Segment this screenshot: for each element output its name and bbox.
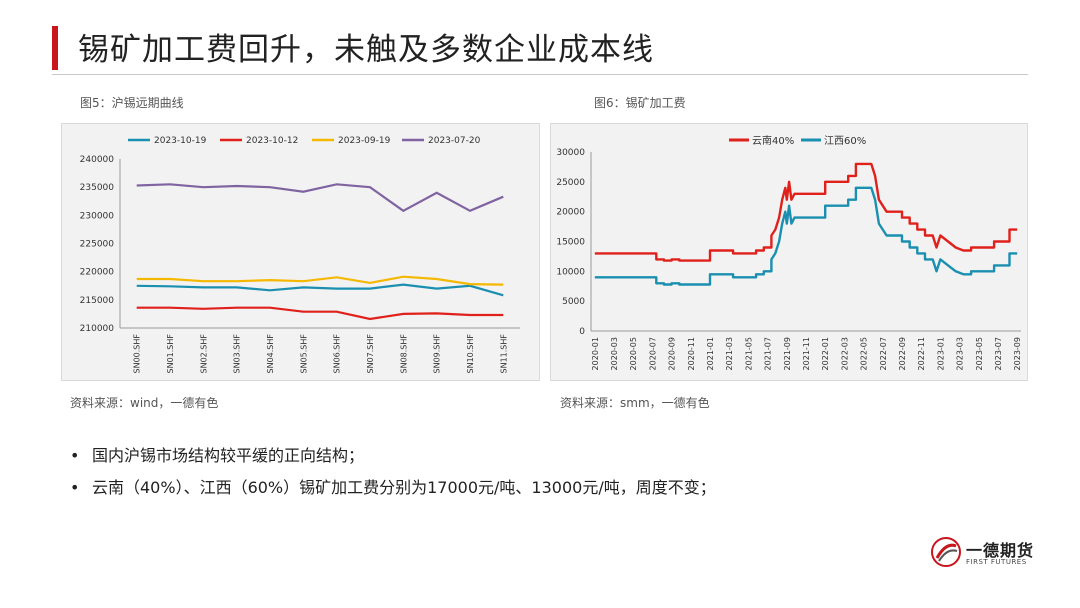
sn-forward-curve-svg: 210000 215000 220000 225000 230000 235000 2400… [80, 136, 520, 374]
series-line-2023-10-19 [136, 283, 504, 297]
x-tick-label: SN07.SHF [366, 334, 375, 374]
x-tick-label: 2023-07 [994, 337, 1003, 370]
x-tick-label: 2022-01 [821, 337, 830, 370]
bullet-text: 云南（40%）、江西（60%）锡矿加工费分别为17000元/吨、13000元/吨… [92, 478, 716, 497]
series-line-2023-07-20 [136, 183, 504, 213]
y-tick-label: 230000 [80, 211, 115, 221]
x-tick-label: 2021-03 [725, 337, 734, 370]
page-title: 锡矿加工费回升，未触及多数企业成本线 [78, 32, 654, 68]
y-tick-label: 20000 [556, 208, 585, 218]
legend-label-云南40%: 云南40% [752, 134, 794, 147]
tin-ore-processing-fee-chart: 0 5000 10000 15000 20000 25000 30000 2020-01 202… [550, 123, 1028, 381]
company-logo: 一德期货 FIRST FUTURES [930, 536, 1040, 570]
x-tick-label: 2021-01 [706, 337, 715, 370]
y-tick-label: 25000 [556, 178, 585, 188]
x-tick-label: 2022-11 [917, 337, 926, 370]
title-divider [52, 74, 1028, 75]
x-tick-label: 2020-03 [610, 337, 619, 370]
x-tick-label: SN03.SHF [233, 334, 242, 374]
x-tick-label: SN02.SHF [199, 334, 208, 374]
y-tick-label: 225000 [80, 240, 115, 250]
y-tick-label: 10000 [556, 267, 585, 277]
series-line-云南40% [594, 162, 1018, 262]
x-tick-label: SN10.SHF [466, 334, 475, 374]
y-tick-label: 0 [579, 327, 585, 337]
figure-6-source: 资料来源：smm，一德有色 [560, 396, 710, 410]
figure-5-source: 资料来源：wind，一德有色 [70, 396, 219, 410]
bullet-marker: • [70, 478, 80, 497]
y-tick-label: 30000 [556, 148, 585, 158]
logo-name: 一德期货 [966, 541, 1035, 560]
x-tick-label: 2021-05 [744, 337, 753, 370]
figure-5-caption: 图5：沪锡远期曲线 [80, 96, 184, 110]
x-tick-label: 2023-05 [975, 337, 984, 370]
bullet-item-2: • 云南（40%）、江西（60%）锡矿加工费分别为17000元/吨、13000元/… [70, 474, 716, 498]
x-tick-label: SN06.SHF [333, 334, 342, 374]
y-tick-label: 15000 [556, 238, 585, 248]
figure-6-caption: 图6：锡矿加工费 [594, 96, 686, 110]
logo-english-name: FIRST FUTURES [966, 558, 1027, 566]
x-tick-label: 2021-11 [802, 337, 811, 370]
x-tick-label: 2020-11 [687, 337, 696, 370]
x-tick-label: 2022-05 [860, 337, 869, 370]
x-tick-label: 2022-03 [840, 337, 849, 370]
y-tick-label: 235000 [80, 183, 115, 193]
legend-label-2023-07-20: 2023-07-20 [428, 136, 481, 146]
x-tick-label: 2020-05 [629, 337, 638, 370]
x-tick-label: 2021-07 [764, 337, 773, 370]
x-tick-label: SN01.SHF [166, 334, 175, 374]
legend-label-2023-09-19: 2023-09-19 [338, 136, 391, 146]
x-tick-label: 2020-07 [648, 337, 657, 370]
x-tick-label: SN11.SHF [499, 334, 508, 374]
bullet-marker: • [70, 446, 80, 465]
y-tick-label: 240000 [80, 155, 115, 165]
bullet-item-1: • 国内沪锡市场结构较平缓的正向结构； [70, 442, 364, 466]
x-tick-label: 2020-09 [668, 337, 677, 370]
x-tick-label: 2023-03 [956, 337, 965, 370]
series-line-2023-09-19 [136, 275, 504, 286]
series-line-2023-10-12 [136, 306, 504, 321]
x-tick-label: SN00.SHF [133, 334, 142, 374]
x-tick-label: SN08.SHF [399, 334, 408, 374]
series-line-江西60% [594, 186, 1018, 286]
x-tick-label: 2022-09 [898, 337, 907, 370]
x-tick-label: SN05.SHF [299, 334, 308, 374]
x-tick-label: 2020-01 [591, 337, 600, 370]
x-tick-label: 2023-01 [936, 337, 945, 370]
title-accent-bar [52, 26, 58, 70]
x-tick-label: 2021-09 [783, 337, 792, 370]
sn-forward-curve-chart: 210000 215000 220000 225000 230000 235000 2400… [61, 123, 540, 381]
legend-label-江西60%: 江西60% [824, 135, 866, 147]
logo-emblem-icon [931, 537, 961, 567]
x-tick-label: SN09.SHF [433, 334, 442, 374]
y-tick-label: 215000 [80, 296, 115, 306]
x-tick-label: 2023-09 [1013, 337, 1022, 370]
y-tick-label: 5000 [562, 297, 585, 307]
x-tick-label: 2022-07 [879, 337, 888, 370]
y-tick-label: 220000 [80, 268, 115, 278]
legend-label-2023-10-19: 2023-10-19 [154, 136, 207, 146]
legend-label-2023-10-12: 2023-10-12 [246, 136, 298, 146]
y-tick-label: 210000 [80, 324, 115, 334]
processing-fee-svg: 0 5000 10000 15000 20000 25000 30000 2020-01 202… [556, 134, 1022, 370]
bullet-text: 国内沪锡市场结构较平缓的正向结构； [92, 446, 365, 465]
x-tick-label: SN04.SHF [266, 334, 275, 374]
